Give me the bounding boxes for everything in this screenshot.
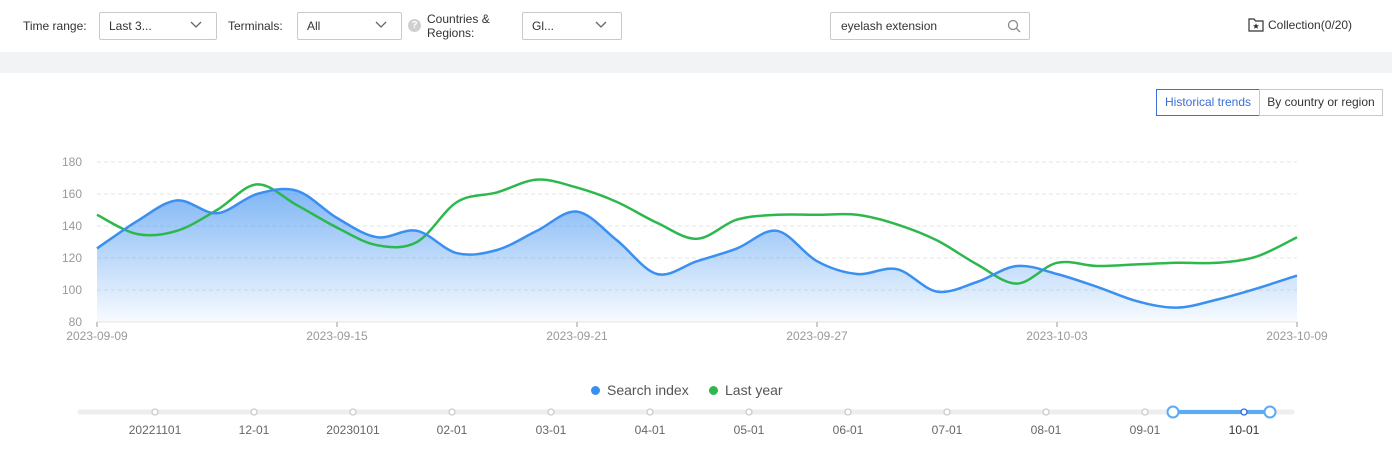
section-divider <box>0 52 1392 73</box>
collection-label: Collection(0/20) <box>1268 18 1353 32</box>
timeline-dot[interactable] <box>943 408 951 416</box>
legend-last-year[interactable]: Last year <box>709 382 783 398</box>
trend-chart: 80 100 120 140 160 180 2023-09-09 2023-09-15 20… <box>62 155 1328 343</box>
countries-label-line2: Regions: <box>427 26 475 40</box>
tab-by-country[interactable]: By country or region <box>1259 89 1383 116</box>
timeline-label[interactable]: 06-01 <box>833 423 864 437</box>
timeline-dot[interactable] <box>1141 408 1149 416</box>
last-year-line <box>96 178 1298 285</box>
timeline-dot[interactable] <box>1042 408 1050 416</box>
collection-button[interactable]: Collection(0/20) <box>1248 16 1352 34</box>
timeline-label[interactable]: 20221101 <box>129 423 182 437</box>
timeline-dot[interactable] <box>1240 408 1248 416</box>
y-tick-label: 180 <box>62 155 82 169</box>
timeline-label[interactable]: 03-01 <box>536 423 567 437</box>
legend-label-search-index: Search index <box>607 382 689 398</box>
time-range-label: Time range: <box>23 19 87 33</box>
timeline-dot[interactable] <box>151 408 159 416</box>
timeline-dot[interactable] <box>349 408 357 416</box>
search-index-area <box>97 189 1297 322</box>
timeline-label[interactable]: 08-01 <box>1031 423 1062 437</box>
timeline-handle-end[interactable] <box>1263 405 1277 419</box>
legend-label-last-year: Last year <box>725 382 783 398</box>
y-tick-label: 80 <box>69 315 83 329</box>
chevron-down-icon <box>595 21 607 28</box>
x-tick-label: 2023-09-09 <box>66 329 128 343</box>
tab-historical-trends[interactable]: Historical trends <box>1156 89 1260 116</box>
timeline-dot[interactable] <box>250 408 258 416</box>
x-tick-label: 2023-10-03 <box>1026 329 1088 343</box>
x-tick-label: 2023-09-15 <box>306 329 368 343</box>
timeline-dot[interactable] <box>547 408 555 416</box>
timeline-label[interactable]: 02-01 <box>437 423 468 437</box>
x-tick-label: 2023-10-09 <box>1266 329 1328 343</box>
folder-star-icon <box>1248 18 1264 32</box>
timeline-dot[interactable] <box>646 408 654 416</box>
y-tick-label: 120 <box>62 251 82 265</box>
y-tick-label: 100 <box>62 283 82 297</box>
timeline-label[interactable]: 10-01 <box>1229 423 1260 437</box>
countries-value: Gl... <box>532 19 555 33</box>
help-icon[interactable]: ? <box>408 19 421 32</box>
countries-label: Countries & Regions: <box>427 12 490 40</box>
search-value: eyelash extension <box>841 19 938 33</box>
chevron-down-icon <box>190 21 202 28</box>
filter-bar: Time range: Last 3... Terminals: All ? C… <box>0 0 1392 52</box>
y-tick-label: 160 <box>62 187 82 201</box>
timeline-label[interactable]: 12-01 <box>239 423 270 437</box>
time-range-select[interactable]: Last 3... <box>99 12 217 40</box>
timeline-dot[interactable] <box>844 408 852 416</box>
timeline-slider[interactable]: 20221101 12-01 20230101 02-01 03-01 04-01 05-0… <box>0 400 1392 471</box>
countries-select[interactable]: Gl... <box>522 12 622 40</box>
chevron-down-icon <box>375 21 387 28</box>
timeline-dot[interactable] <box>448 408 456 416</box>
timeline-label[interactable]: 07-01 <box>932 423 963 437</box>
keyword-search-input[interactable]: eyelash extension <box>830 12 1030 40</box>
time-range-value: Last 3... <box>109 19 152 33</box>
timeline-label[interactable]: 20230101 <box>326 423 380 437</box>
timeline-dot[interactable] <box>745 408 753 416</box>
x-tick-label: 2023-09-21 <box>546 329 608 343</box>
terminals-label: Terminals: <box>228 19 283 33</box>
y-tick-label: 140 <box>62 219 82 233</box>
timeline-label[interactable]: 09-01 <box>1130 423 1161 437</box>
x-tick-label: 2023-09-27 <box>786 329 848 343</box>
timeline-handle-start[interactable] <box>1166 405 1180 419</box>
search-icon[interactable] <box>1007 19 1021 33</box>
terminals-value: All <box>307 19 321 33</box>
legend-search-index[interactable]: Search index <box>591 382 689 398</box>
search-index-line <box>96 187 1298 309</box>
timeline-label[interactable]: 04-01 <box>635 423 666 437</box>
legend-dot-search-index <box>591 386 600 395</box>
terminals-select[interactable]: All <box>297 12 402 40</box>
countries-label-line1: Countries & <box>427 12 490 26</box>
legend-dot-last-year <box>709 386 718 395</box>
timeline-label[interactable]: 05-01 <box>734 423 765 437</box>
